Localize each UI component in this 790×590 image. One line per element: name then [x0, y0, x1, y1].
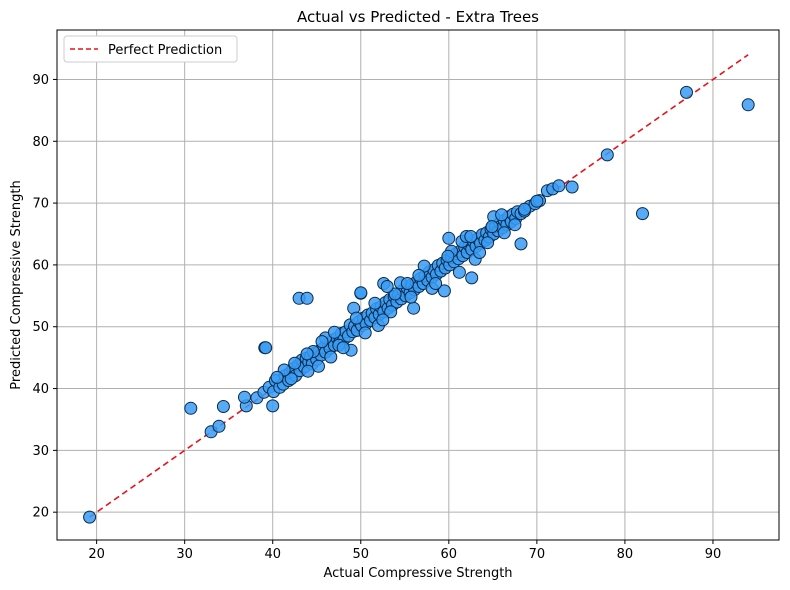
y-axis-label: Predicted Compressive Strength [9, 180, 24, 389]
data-point [380, 280, 394, 293]
data-point [741, 98, 755, 112]
chart-title: Actual vs Predicted - Extra Trees [297, 8, 539, 26]
data-points [83, 85, 755, 524]
data-point [368, 296, 382, 310]
data-point [518, 202, 531, 216]
x-tick-label: 80 [617, 547, 634, 562]
data-point [473, 246, 487, 259]
data-point [565, 180, 579, 194]
x-axis-label: Actual Compressive Strength [323, 566, 512, 581]
data-point [497, 226, 511, 240]
legend-box [63, 35, 238, 63]
data-point [349, 311, 363, 325]
x-tick-label: 90 [705, 547, 722, 562]
y-tick-label: 80 [32, 135, 49, 150]
data-point [464, 230, 478, 243]
data-point [429, 277, 443, 290]
legend-label: Perfect Prediction [108, 43, 222, 58]
x-tick-label: 20 [88, 547, 105, 562]
data-point [327, 325, 341, 339]
data-point [514, 237, 528, 251]
data-point [288, 356, 302, 370]
data-point [412, 268, 426, 282]
data-point [216, 400, 230, 413]
data-point [83, 510, 97, 524]
data-point [508, 218, 522, 232]
x-tick-label: 50 [352, 547, 369, 562]
x-tick-label: 40 [264, 547, 281, 562]
y-tick-label: 70 [32, 197, 49, 212]
data-point [441, 249, 455, 263]
y-tick-label: 30 [32, 444, 49, 459]
legend: Perfect Prediction [63, 35, 238, 63]
plot-frame [56, 29, 780, 541]
data-point [530, 194, 544, 208]
data-point [315, 335, 329, 349]
data-point [284, 372, 298, 386]
y-tick-label: 40 [32, 382, 49, 397]
data-point [442, 231, 456, 245]
data-point [300, 347, 314, 361]
data-point [680, 85, 693, 99]
data-point [212, 419, 226, 433]
x-tick-label: 70 [529, 547, 546, 562]
y-tick-label: 90 [32, 73, 49, 88]
data-point [238, 390, 251, 404]
data-point [388, 287, 402, 301]
data-point [259, 341, 273, 355]
data-point [400, 277, 414, 290]
data-point [184, 401, 198, 415]
y-axis-ticks: 20 30 40 50 60 70 80 90 [32, 73, 57, 521]
data-point [636, 207, 649, 221]
x-tick-label: 60 [441, 547, 458, 562]
data-point [358, 326, 372, 340]
data-point [301, 364, 315, 378]
data-point [384, 305, 398, 319]
data-point [600, 148, 614, 162]
data-point [270, 370, 284, 384]
y-tick-label: 50 [32, 320, 49, 335]
data-point [312, 359, 325, 373]
x-tick-label: 30 [176, 547, 193, 562]
data-point [481, 236, 495, 250]
data-point [437, 284, 451, 298]
data-point [452, 265, 466, 279]
data-point [300, 291, 314, 305]
data-point [404, 290, 418, 304]
y-tick-label: 60 [32, 258, 49, 273]
y-tick-label: 20 [32, 506, 49, 521]
data-point [336, 341, 350, 355]
data-point [552, 179, 566, 193]
grid [57, 30, 779, 540]
x-axis-ticks: 20 30 40 50 60 70 80 90 [88, 540, 721, 562]
data-point [495, 208, 509, 222]
data-point [376, 313, 390, 327]
data-point [266, 399, 280, 413]
data-point [324, 350, 338, 364]
data-point [407, 301, 421, 315]
data-point [485, 220, 499, 234]
data-point [465, 271, 479, 285]
data-point [354, 286, 368, 300]
